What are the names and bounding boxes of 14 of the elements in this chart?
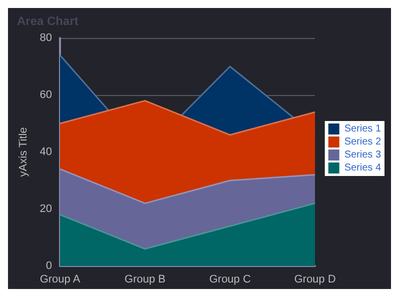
- x-tick-label: Group D: [294, 274, 336, 286]
- y-tick-label: 0: [46, 260, 52, 272]
- y-tick-label: 20: [40, 203, 52, 215]
- y-tick-label: 40: [40, 146, 52, 158]
- x-tick-label: Group B: [124, 274, 166, 286]
- y-tick-label: 80: [40, 32, 52, 44]
- legend-label: Series 2: [344, 136, 382, 148]
- x-tick-label: Group C: [209, 274, 251, 286]
- y-tick-label: 60: [40, 89, 52, 101]
- legend-label: Series 3: [344, 150, 382, 160]
- legend-label: Series 1: [344, 124, 382, 134]
- y-axis-title: yAxis Title: [17, 127, 30, 177]
- x-tick-label: Group A: [40, 274, 81, 286]
- legend-label: Series 4: [344, 162, 382, 174]
